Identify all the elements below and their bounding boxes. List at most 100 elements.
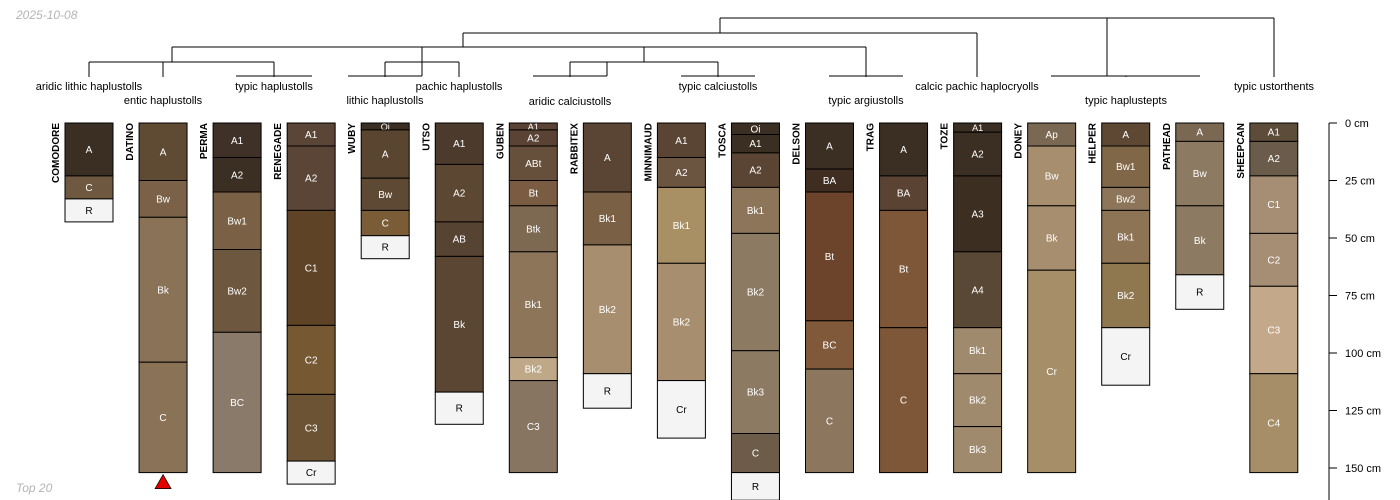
horizon-label: Bk1 [525,300,543,311]
horizon-block [953,327,1003,375]
horizon-block [1101,262,1151,329]
horizon-label: Bt [899,265,909,276]
profile-toze: TOZE A1 A2 A3 A4 Bk1 Bk2 Bk3 [940,122,1003,474]
taxon-label: aridic calciustolls [529,96,612,108]
horizon-block [212,191,262,250]
horizon-label: C [159,413,166,424]
horizon-block [953,426,1003,474]
depth-tick-label: 50 cm [1345,233,1375,245]
taxon-label: calcic pachic haplocryolls [915,81,1039,93]
horizon-label: C [382,219,389,230]
horizon-label: C3 [527,422,540,433]
horizon-block [730,152,780,188]
horizon-label: Bk2 [747,288,765,299]
horizon-block [805,368,854,474]
depth-tick-label: 150 cm [1345,463,1381,475]
horizon-block [64,122,114,177]
horizon-label: Bk2 [673,317,691,328]
horizon-label: A1 [749,139,762,150]
horizon-block [360,235,410,260]
horizon-block [434,163,484,223]
horizon-label: Oi [750,124,760,135]
profile-name: DELSON [792,123,803,165]
profile-name: DONEY [1014,123,1025,159]
horizon-label: Btk [526,224,541,235]
profile-name: RABBITEX [569,123,580,174]
horizon-label: Bk [157,285,170,296]
profile-delson: DELSON A BA Bt BC C [792,122,854,474]
horizon-block [138,216,188,363]
horizon-block [508,180,558,207]
horizon-block [953,131,1003,177]
horizon-label: A [604,153,611,164]
horizon-label: A [382,150,389,161]
horizon-label: Bt [529,189,539,200]
horizon-label: A [160,147,167,158]
taxon-label: typic argiustolls [828,95,904,107]
profile-renegade: RENEGADE A1 A2 C1 C2 C3 Cr [273,122,336,485]
profile-minnimaud: MINNIMAUD A1 A2 Bk1 Bk2 Cr [643,122,706,439]
horizon-label: Bk3 [747,388,765,399]
footer-label: Top 20 [16,481,53,495]
horizon-block [1101,327,1151,386]
depth-tick-label: 0 cm [1345,118,1369,130]
horizon-label: A1 [675,136,688,147]
horizon-label: Bk1 [1117,232,1135,243]
horizon-block [1175,274,1225,310]
horizon-block [1027,269,1077,474]
horizon-label: Bt [825,252,835,263]
horizon-label: BA [823,176,837,187]
horizon-block [656,186,706,264]
horizon-label: Bk2 [969,396,987,407]
horizon-label: Bk [1194,236,1207,247]
horizon-label: A [900,145,907,156]
horizon-label: Bk1 [747,206,765,217]
horizon-block [1249,232,1299,287]
horizon-label: R [85,206,92,217]
horizon-block [212,249,262,333]
profile-tosca: TOSCA Oi A1 A2 Bk1 Bk2 Bk3 C R [717,122,780,500]
horizon-label: A1 [305,130,318,141]
horizon-block [508,205,558,253]
horizon-block [1249,373,1299,474]
horizon-block [138,361,188,474]
horizon-block [1101,145,1151,188]
horizon-label: ABt [525,159,541,170]
horizon-label: C1 [1267,200,1280,211]
profile-name: TRAG [866,123,877,152]
horizon-label: C3 [305,423,318,434]
profile-perma: PERMA A1 A2 Bw1 Bw2 BC [199,122,262,474]
horizon-label: A1 [453,139,466,150]
profile-name: WUBY [347,123,358,154]
horizon-block [286,209,336,326]
horizon-block [138,122,188,181]
horizon-label: C4 [1267,419,1280,430]
horizon-label: A2 [305,174,318,185]
profile-name: SHEEPCAN [1236,123,1247,179]
horizon-block [212,122,262,158]
horizon-label: A2 [231,170,244,181]
horizon-block [508,380,558,474]
horizon-label: Bk [453,320,466,331]
horizon-label: A2 [749,166,762,177]
profile-name: DATINO [125,123,136,161]
horizon-block [212,331,262,474]
horizon-label: A [1196,128,1203,139]
horizon-label: BA [897,189,911,200]
horizon-block [508,251,558,359]
horizon-label: A1 [231,136,244,147]
horizon-block [730,472,780,500]
horizon-block [730,433,780,474]
profile-name: UTSO [421,123,432,151]
profile-name: MINNIMAUD [643,123,654,181]
horizon-block [360,177,410,211]
profile-name: TOZE [940,123,951,150]
horizon-label: A1 [528,122,539,132]
horizon-block [1027,205,1077,271]
horizon-label: A1 [1268,128,1281,139]
horizon-block [1249,285,1299,375]
horizon-label: C2 [305,355,318,366]
